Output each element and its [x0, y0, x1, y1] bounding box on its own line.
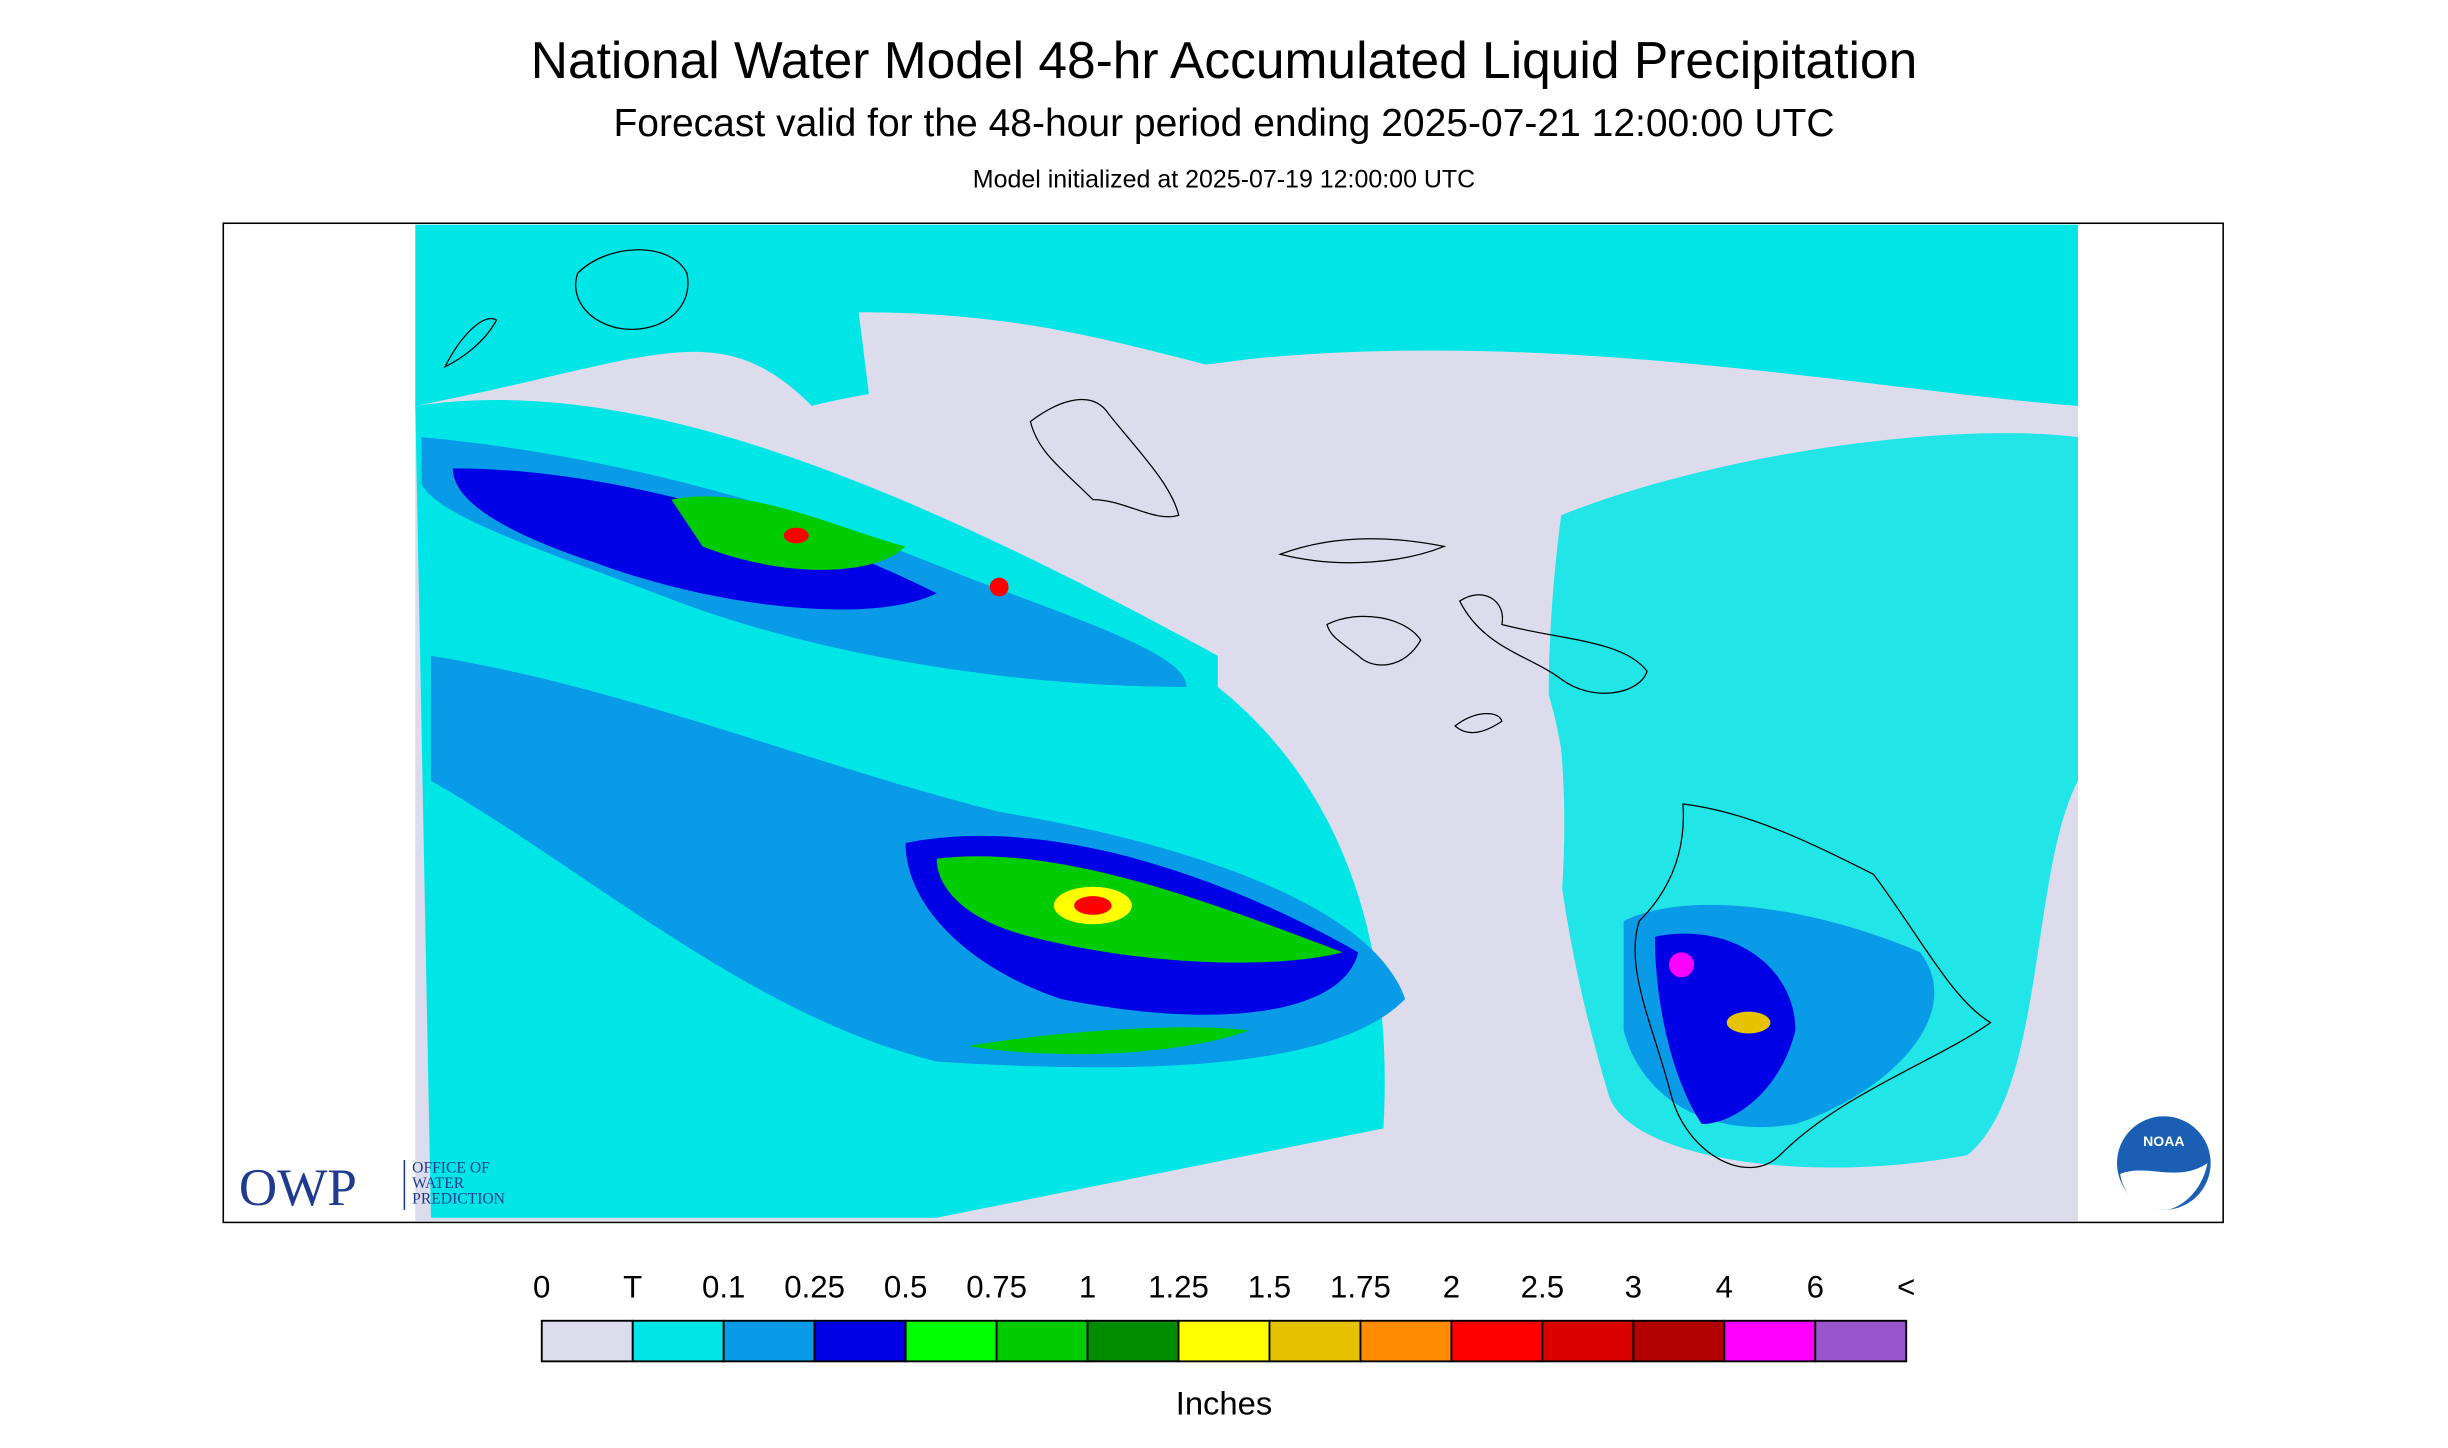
dry-area: [1217, 468, 1565, 1218]
owp-office: OFFICE OF: [412, 1159, 490, 1176]
legend-label: 1.25: [1148, 1269, 1209, 1304]
title: National Water Model 48-hr Accumulated L…: [531, 31, 1917, 89]
legend-label: 1: [1079, 1269, 1096, 1304]
legend-swatch: [1359, 1319, 1453, 1363]
legend-label: T: [623, 1269, 642, 1304]
precip-band: [1654, 933, 1796, 1125]
precip-area: [415, 224, 2078, 406]
legend-label: 2.5: [1521, 1269, 1564, 1304]
precip-band: [936, 856, 1343, 963]
owp-logo: OWP OFFICE OF WATER PREDICTION: [239, 1159, 505, 1217]
precip-peak: [989, 577, 1009, 597]
precip-peak: [1074, 896, 1112, 915]
legend-swatch: [1814, 1319, 1908, 1363]
legend-swatch: [722, 1319, 816, 1363]
legend-swatch: [1541, 1319, 1635, 1363]
legend-swatch: [904, 1319, 998, 1363]
legend-unit: Inches: [1176, 1384, 1273, 1421]
owp-office: PREDICTION: [412, 1191, 505, 1208]
noaa-text: NOAA: [2143, 1133, 2184, 1149]
precip-band: [452, 468, 937, 610]
legend-label: 0.1: [702, 1269, 745, 1304]
legend-swatch: [1450, 1319, 1544, 1363]
legend-label: 1.75: [1330, 1269, 1391, 1304]
legend-label: 0.5: [884, 1269, 927, 1304]
precip-band: [967, 1027, 1249, 1055]
init-time: Model initialized at 2025-07-19 12:00:00…: [973, 165, 1475, 193]
legend-label: 6: [1807, 1269, 1824, 1304]
legend-swatch: [1268, 1319, 1362, 1363]
legend-swatch: [540, 1319, 634, 1363]
legend-label: 1.5: [1248, 1269, 1291, 1304]
legend-swatch: [1632, 1319, 1726, 1363]
legend-label: 0: [533, 1269, 550, 1304]
legend: Inches 0 T 0.1 0.25 0.5 0.75 1 1.25 1.5 1.75 2 2.5 3…: [533, 1269, 1915, 1421]
legend-swatch: [1177, 1319, 1271, 1363]
legend-label: 0.75: [966, 1269, 1027, 1304]
legend-swatch: [1086, 1319, 1180, 1363]
precip-peak: [1668, 952, 1694, 978]
dry-area: [858, 312, 1406, 469]
legend-swatch: [631, 1319, 725, 1363]
legend-label: 2: [1443, 1269, 1460, 1304]
legend-label: 3: [1625, 1269, 1642, 1304]
legend-swatch: [1723, 1319, 1817, 1363]
owp-text: OWP: [239, 1159, 357, 1217]
legend-swatch: [813, 1319, 907, 1363]
noaa-logo: NOAA: [2116, 1116, 2211, 1210]
noaa-bird: [2120, 1163, 2208, 1210]
legend-label: <: [1897, 1269, 1915, 1304]
legend-label: 4: [1716, 1269, 1733, 1304]
legend-swatch: [995, 1319, 1089, 1363]
owp-office: WATER: [412, 1175, 465, 1192]
coastlines: [443, 249, 1992, 1169]
precip-peak: [1726, 1011, 1771, 1034]
precip-peak: [783, 527, 809, 544]
subtitle: Forecast valid for the 48-hour period en…: [613, 102, 1834, 145]
map: OWP OFFICE OF WATER PREDICTION NOAA: [222, 222, 2224, 1224]
legend-label: 0.25: [784, 1269, 845, 1304]
